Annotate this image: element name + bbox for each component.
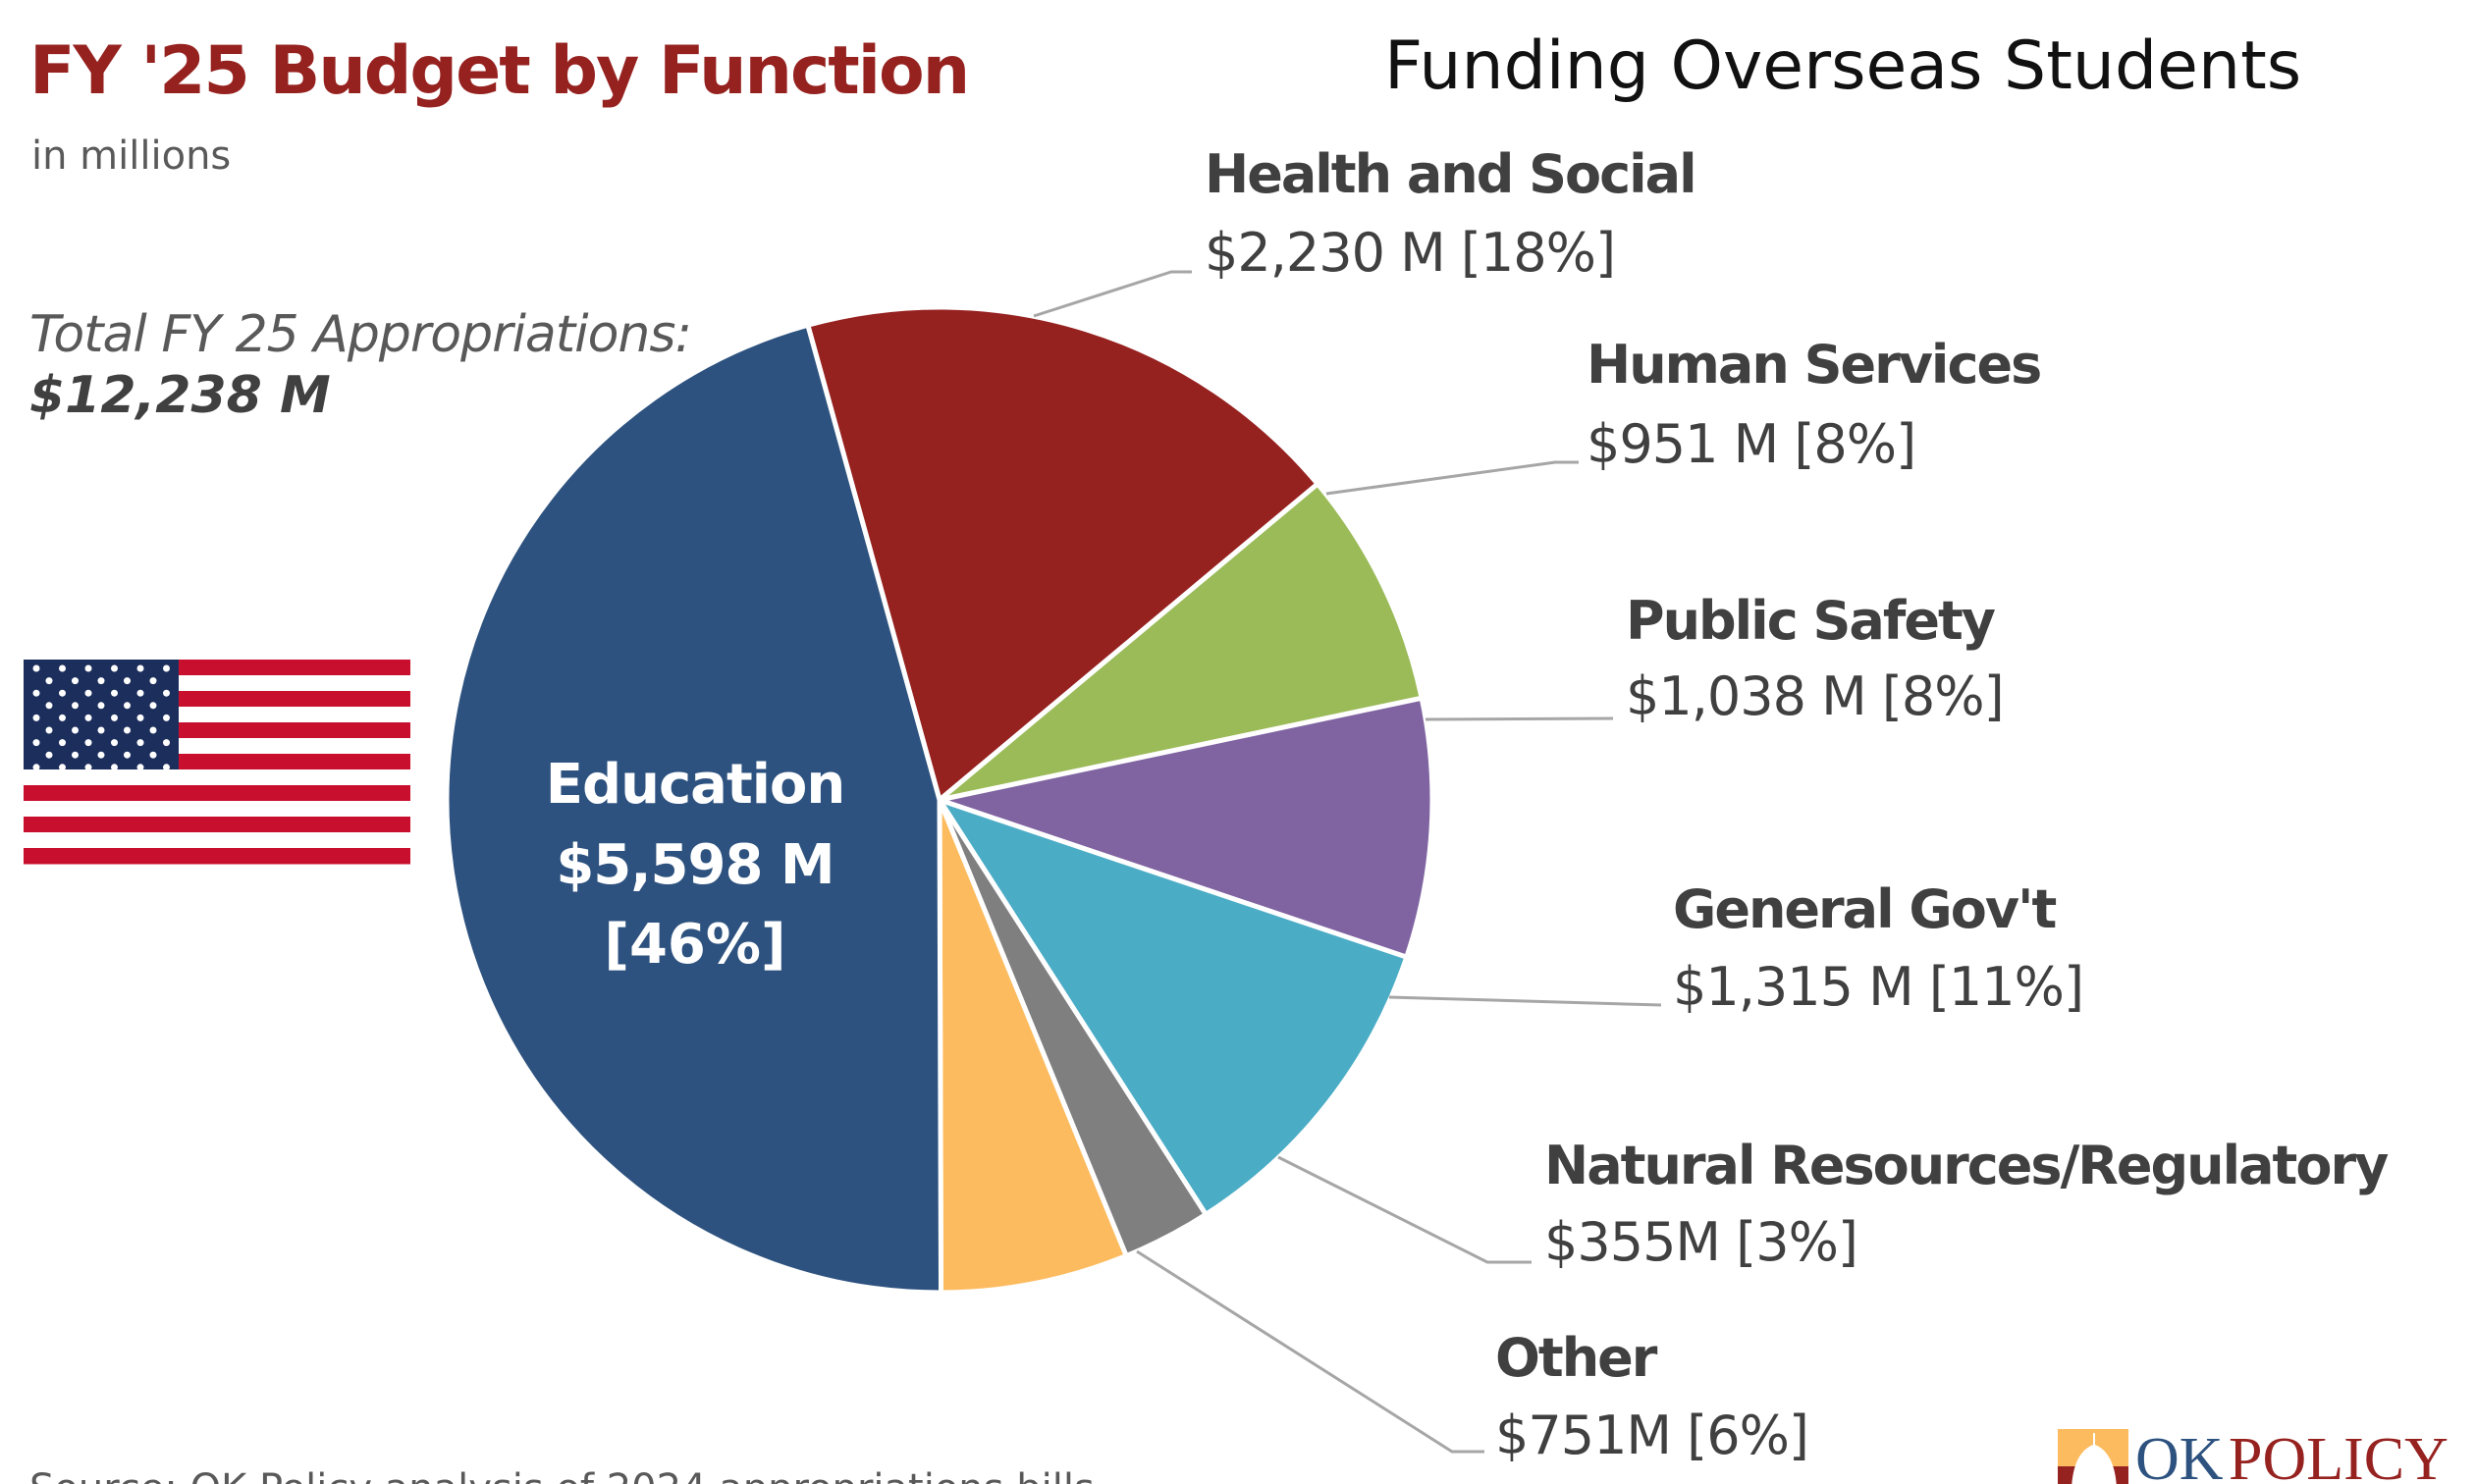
leader-line-health [1033, 270, 1192, 318]
flag-star [124, 751, 131, 759]
label-public-safety-name: Public Safety [1626, 590, 1996, 652]
flag-stripe [24, 832, 410, 849]
flag-star [124, 677, 131, 685]
flag-star [149, 677, 157, 685]
label-education-name: Education [546, 753, 845, 817]
flag-star [163, 714, 170, 721]
source-note: Source: OK Policy analysis of 2024 appro… [29, 1466, 1095, 1484]
pie-slice-education [444, 322, 944, 1296]
flag-star [97, 726, 105, 734]
flag-star [97, 702, 105, 710]
label-other-name: Other [1495, 1327, 1658, 1389]
okpolicy-logo: OK POLICY [2058, 1426, 2448, 1484]
leader-lines [1033, 270, 1662, 1454]
flag-star [45, 677, 53, 685]
flag-star [72, 677, 79, 685]
flag-star [111, 739, 118, 747]
flag-stripe [24, 817, 410, 833]
flag-star [124, 726, 131, 734]
flag-star [32, 739, 40, 747]
pie-slice-human-services [938, 480, 1426, 803]
flag-star [149, 702, 157, 710]
flag-stripe [24, 848, 410, 865]
logo-text-ok: OK [2135, 1426, 2224, 1484]
total-value: $12,238 M [29, 366, 331, 425]
flag-star [72, 751, 79, 759]
flag-star [136, 689, 144, 697]
flag-star [124, 702, 131, 710]
flag-star [111, 689, 118, 697]
label-natural-resources-name: Natural Resources/Regulatory [1544, 1135, 2389, 1196]
leader-line-human-services [1325, 460, 1579, 496]
flag-star [149, 726, 157, 734]
flag-star [59, 689, 66, 697]
label-health-value: $2,230 M [18%] [1205, 222, 1615, 284]
flag-star [136, 714, 144, 721]
label-education-value: $5,598 M [556, 833, 834, 897]
flag-star [163, 739, 170, 747]
flag-star [97, 751, 105, 759]
flag-star [72, 726, 79, 734]
flag-star [32, 689, 40, 697]
flag-star [59, 664, 66, 672]
label-human-services-name: Human Services [1587, 334, 2040, 396]
flag-star [84, 664, 92, 672]
flag-star [163, 764, 170, 771]
label-public-safety-value: $1,038 M [8%] [1626, 665, 2004, 727]
flag-star [59, 739, 66, 747]
leader-line-other [1136, 1249, 1484, 1454]
flag-star [84, 739, 92, 747]
pie-slice-general-gov-t [934, 795, 1410, 1218]
flag-star [111, 764, 118, 771]
flag-star [163, 664, 170, 672]
flag-star [72, 702, 79, 710]
chart-title: FY '25 Budget by Function [29, 32, 968, 110]
pie-chart [444, 304, 1435, 1296]
flag-star [45, 702, 53, 710]
label-education-percent: [46%] [604, 913, 785, 977]
label-health-name: Health and Social [1205, 143, 1695, 205]
flag-star [163, 689, 170, 697]
flag-star [32, 664, 40, 672]
pie-slice-other [937, 799, 1130, 1296]
flag-star [136, 764, 144, 771]
leader-line-public-safety [1425, 716, 1614, 721]
flag-star [59, 764, 66, 771]
label-other-value: $751M [6%] [1495, 1404, 1808, 1466]
flag-stripe [24, 785, 410, 802]
leader-line-natural-resources [1277, 1155, 1532, 1264]
flag-star [32, 764, 40, 771]
flag-stripe [24, 801, 410, 818]
logo-text-policy: POLICY [2229, 1426, 2448, 1484]
flag-stripe [24, 769, 410, 786]
flag-star [111, 664, 118, 672]
chart-subtitle: in millions [31, 133, 231, 179]
flag-star [45, 726, 53, 734]
right-title: Funding Overseas Students [1384, 27, 2301, 105]
label-human-services-value: $951 M [8%] [1587, 413, 1915, 475]
us-flag-icon [24, 660, 410, 865]
flag-star [84, 714, 92, 721]
flag-star [45, 751, 53, 759]
flag-star [149, 751, 157, 759]
label-general-govt-value: $1,315 M [11%] [1673, 956, 2083, 1018]
flag-star [84, 689, 92, 697]
label-general-govt-name: General Gov't [1673, 878, 2057, 940]
flag-star [97, 677, 105, 685]
flag-star [111, 714, 118, 721]
flag-star [136, 664, 144, 672]
label-natural-resources-value: $355M [3%] [1544, 1211, 1857, 1273]
total-label: Total FY 25 Appropriations: [29, 305, 691, 364]
flag-star [84, 764, 92, 771]
leader-line-general-govt [1388, 995, 1662, 1007]
flag-star [136, 739, 144, 747]
pie-slice-health-and-social [804, 304, 1321, 805]
flag-star [32, 714, 40, 721]
flag-star [59, 714, 66, 721]
